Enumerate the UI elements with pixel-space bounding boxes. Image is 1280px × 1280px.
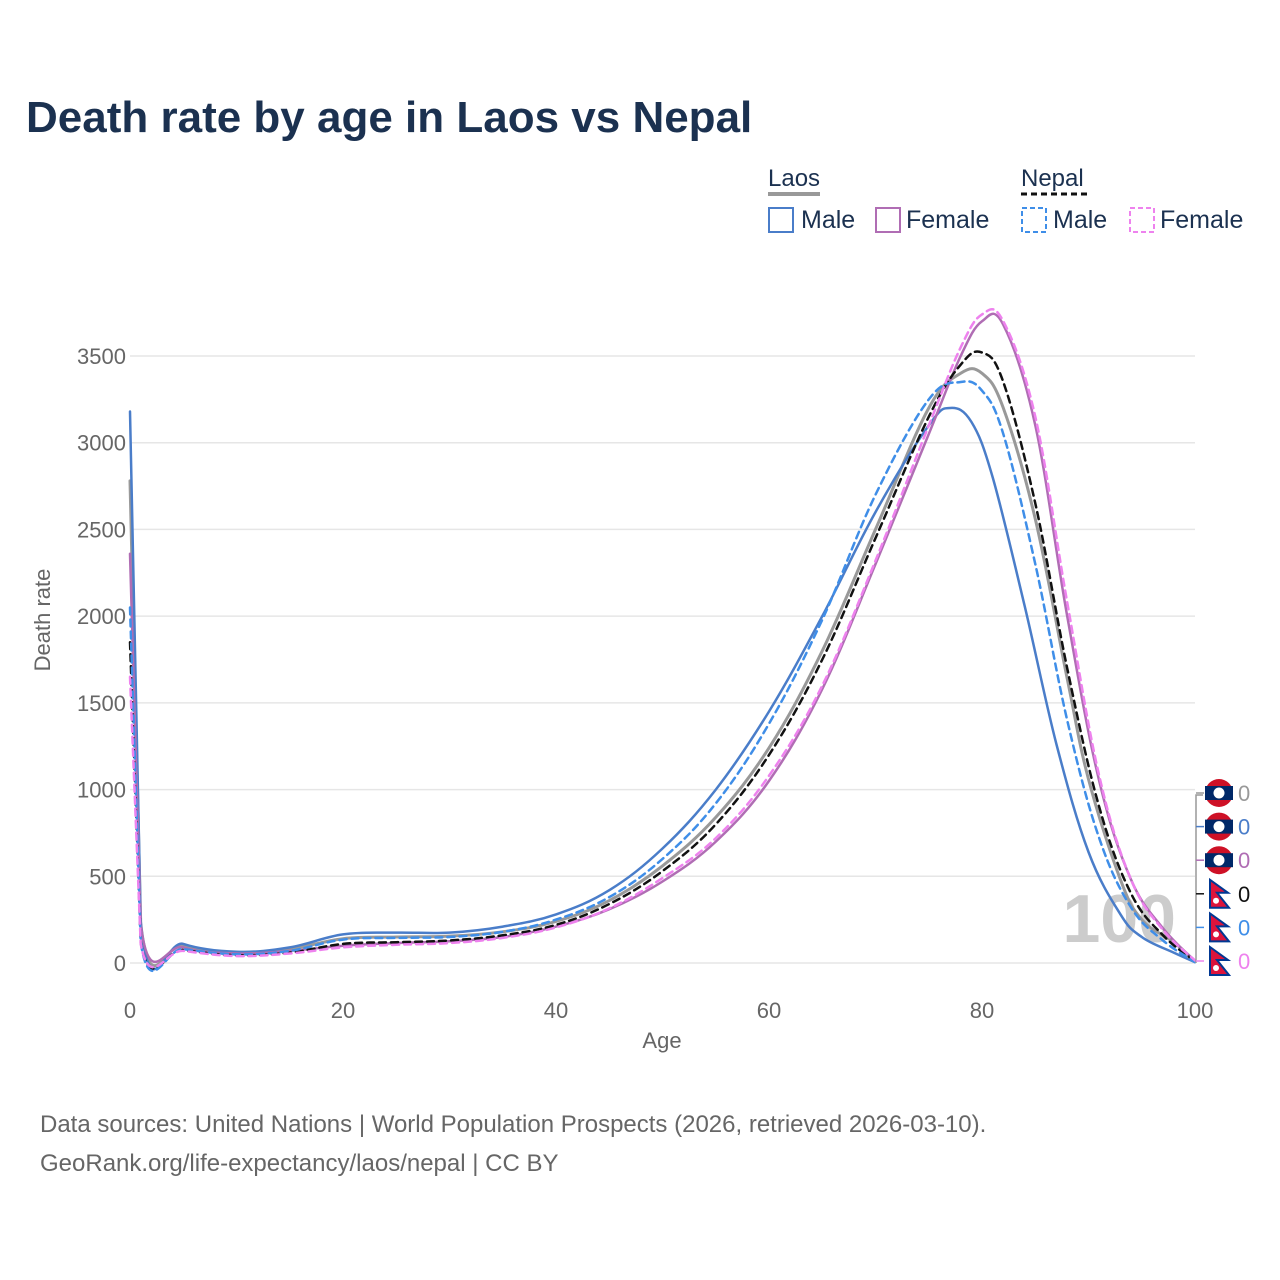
end-label-nepal: 0: [1196, 911, 1250, 943]
y-tick-label: 1500: [77, 691, 126, 716]
attribution-line[interactable]: GeoRank.org/life-expectancy/laos/nepal |…: [40, 1150, 559, 1177]
x-tick-label: 0: [124, 998, 136, 1023]
end-label-laos: 0: [1196, 812, 1250, 841]
y-tick-label: 500: [89, 864, 126, 889]
end-labels: 0 0 0 0 0 0: [1195, 779, 1250, 976]
y-axis-title: Death rate: [30, 569, 55, 672]
legend-group-nepal[interactable]: Nepal Male Female: [1021, 165, 1243, 234]
end-label-nepal: 0: [1196, 877, 1250, 909]
legend-group-laos-label: Laos: [768, 165, 820, 192]
end-label-bracket: [1195, 794, 1203, 963]
series-line-laos-male[interactable]: [128, 406, 1197, 971]
end-label-nepal: 0: [1196, 945, 1250, 976]
legend-nepal-male-label[interactable]: Male: [1053, 206, 1107, 234]
y-tick-label: 0: [114, 951, 126, 976]
end-label-laos: 0: [1196, 779, 1250, 807]
series-line-nepal-total[interactable]: [128, 350, 1197, 970]
y-tick-label: 2500: [77, 517, 126, 542]
x-tick-label: 100: [1177, 998, 1214, 1023]
end-label-value: 0: [1238, 915, 1250, 940]
end-label-value: 0: [1238, 815, 1250, 840]
laos-flag-disc: [1213, 821, 1225, 833]
end-label-value: 0: [1238, 882, 1250, 907]
series-line-laos-female[interactable]: [128, 312, 1197, 964]
x-tick-label: 80: [970, 998, 994, 1023]
end-label-value: 0: [1238, 949, 1250, 974]
y-tick-label: 1000: [77, 778, 126, 803]
nepal-flag-sun: [1213, 965, 1219, 971]
x-tick-label: 20: [331, 998, 355, 1023]
legend-group-laos[interactable]: Laos Male Female: [768, 165, 989, 234]
series-line-nepal-female[interactable]: [128, 307, 1197, 969]
nepal-flag-sun: [1213, 897, 1219, 904]
end-label-value: 0: [1238, 781, 1250, 806]
y-axis-ticks: 0 500 1000 1500 2000 2500 3000 3500: [77, 344, 126, 976]
legend-laos-female-swatch[interactable]: [875, 207, 901, 233]
gridlines: [130, 355, 1195, 964]
x-axis-title: Age: [642, 1028, 681, 1053]
legend-nepal-male-swatch[interactable]: [1021, 207, 1047, 233]
end-label-laos: 0: [1196, 846, 1250, 875]
legend-laos-male-swatch[interactable]: [768, 207, 794, 233]
x-axis-ticks: 0 20 40 60 80 100: [124, 998, 1213, 1023]
legend-nepal-female-swatch[interactable]: [1129, 207, 1155, 233]
chart-title: Death rate by age in Laos vs Nepal: [26, 93, 752, 142]
legend-laos-male-label[interactable]: Male: [801, 206, 855, 234]
x-tick-label: 40: [544, 998, 568, 1023]
end-label-value: 0: [1238, 848, 1250, 873]
y-tick-label: 3500: [77, 344, 126, 369]
x-tick-label: 60: [757, 998, 781, 1023]
legend-group-nepal-label: Nepal: [1021, 165, 1084, 192]
y-tick-label: 3000: [77, 431, 126, 456]
legend: Laos Male Female Nepal Male Female: [768, 165, 1243, 234]
series-line-nepal-male[interactable]: [128, 380, 1197, 973]
source-line: Data sources: United Nations | World Pop…: [40, 1111, 986, 1138]
nepal-flag-sun: [1213, 931, 1219, 938]
legend-laos-female-label[interactable]: Female: [906, 206, 989, 234]
y-tick-label: 2000: [77, 604, 126, 629]
legend-nepal-female-label[interactable]: Female: [1160, 206, 1243, 234]
laos-flag-disc: [1213, 854, 1225, 866]
laos-flag-disc: [1213, 787, 1225, 799]
series-lines: [128, 307, 1197, 973]
